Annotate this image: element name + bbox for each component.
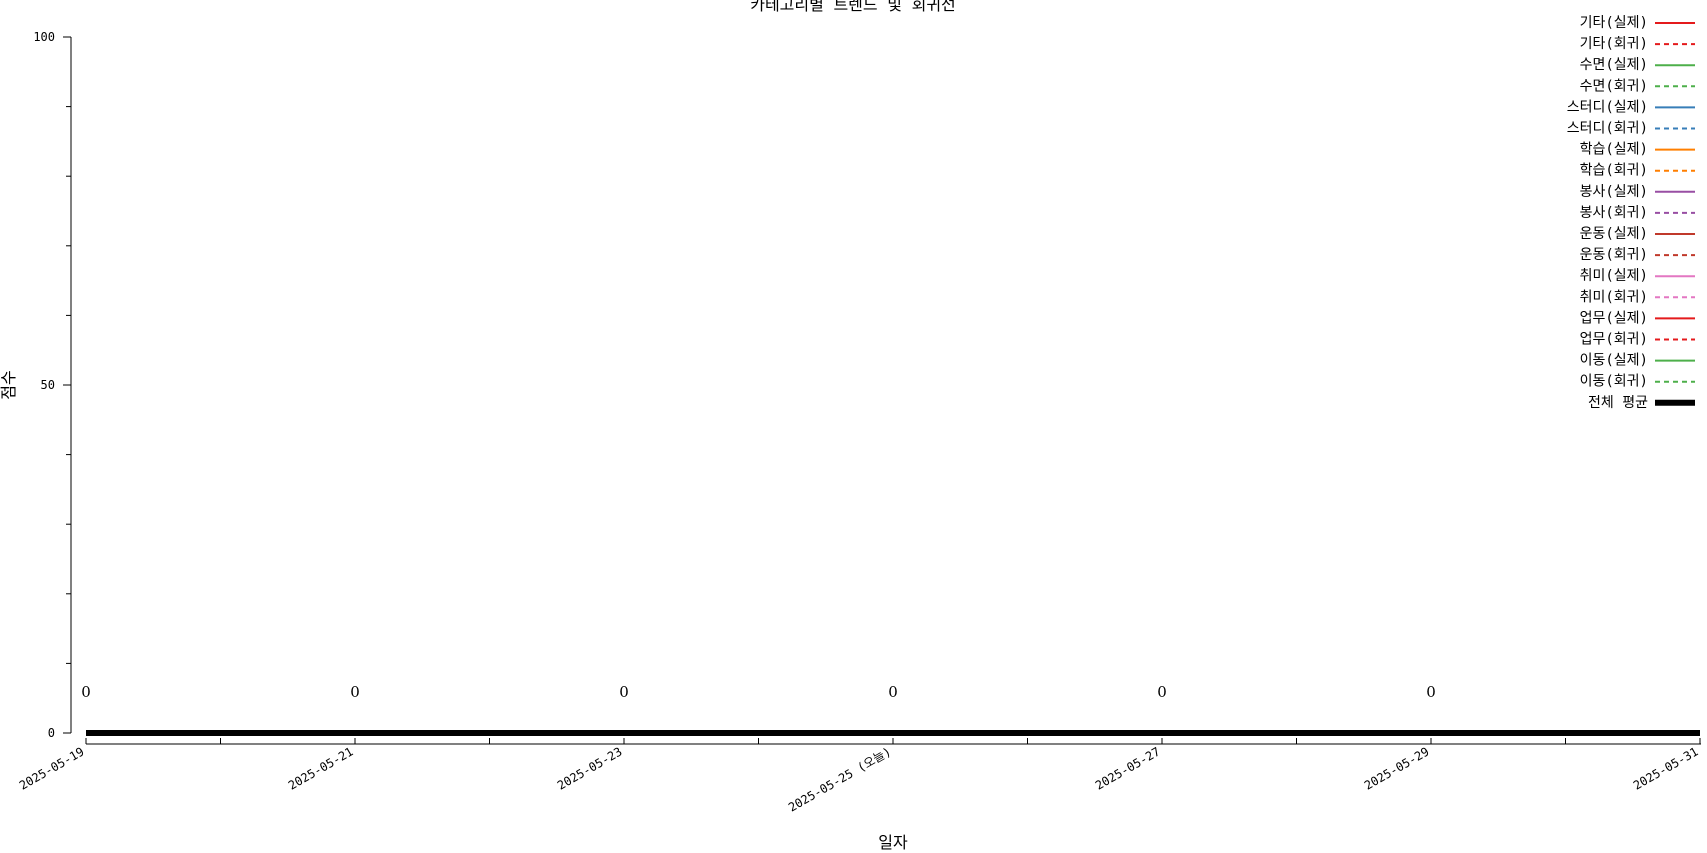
- legend-label: 업무(회귀): [1580, 332, 1648, 348]
- x-tick-label: 2025-05-31: [1631, 744, 1701, 792]
- legend-label: 취미(회귀): [1580, 289, 1648, 305]
- data-label: 0: [1426, 683, 1436, 701]
- data-label: 0: [81, 683, 91, 701]
- y-tick-label: 50: [41, 378, 55, 392]
- x-tick-label: 2025-05-29: [1362, 744, 1432, 792]
- legend-label: 이동(회귀): [1580, 374, 1648, 390]
- legend-label: 이동(실제): [1580, 353, 1648, 369]
- legend-label: 학습(실제): [1580, 142, 1648, 158]
- y-tick-label: 100: [33, 30, 55, 44]
- data-label: 0: [888, 683, 898, 701]
- data-label: 0: [1157, 683, 1167, 701]
- x-tick-label: 2025-05-19: [17, 744, 87, 792]
- legend-label: 봉사(실제): [1580, 184, 1648, 200]
- data-label: 0: [619, 683, 629, 701]
- x-tick-label: 2025-05-25 (오늘): [786, 744, 893, 814]
- x-tick-label: 2025-05-27: [1093, 744, 1163, 792]
- legend: 기타(실제) 기타(회귀) 수면(실제) 수면(회귀) 스터디(실제) 스터디(회귀) 학습…: [1567, 15, 1695, 411]
- legend-label: 업무(실제): [1580, 310, 1648, 326]
- legend-label: 취미(실제): [1580, 268, 1648, 284]
- chart-title: 카테고리별 트렌드 및 회귀선: [750, 0, 956, 14]
- legend-label: 운동(실제): [1580, 226, 1648, 242]
- x-axis-label: 일자: [878, 833, 908, 852]
- axes: 0 50 100 2025-05-19 2025-05-21 2025-05-23 2025…: [17, 30, 1701, 815]
- legend-label: 전체 평균: [1588, 395, 1648, 411]
- legend-label: 수면(실제): [1580, 57, 1648, 73]
- legend-label: 수면(회귀): [1580, 78, 1648, 94]
- x-tick-label: 2025-05-21: [286, 744, 356, 792]
- legend-label: 운동(회귀): [1580, 247, 1648, 263]
- legend-label: 학습(회귀): [1580, 163, 1648, 179]
- y-axis-label: 점수: [0, 370, 18, 399]
- data-label: 0: [350, 683, 360, 701]
- legend-label: 기타(실제): [1580, 15, 1648, 31]
- legend-label: 스터디(실제): [1567, 99, 1648, 115]
- legend-label: 스터디(회귀): [1567, 121, 1648, 137]
- legend-label: 기타(회귀): [1580, 36, 1648, 52]
- data-labels: 0 0 0 0 0 0: [81, 683, 1436, 701]
- y-tick-label: 0: [48, 726, 55, 740]
- legend-label: 봉사(회귀): [1580, 205, 1648, 221]
- x-tick-label: 2025-05-23: [555, 744, 625, 792]
